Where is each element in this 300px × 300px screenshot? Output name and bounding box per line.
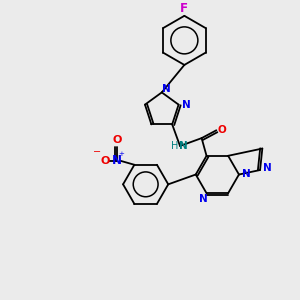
- Text: −: −: [93, 147, 101, 157]
- Text: N: N: [262, 163, 271, 173]
- Text: O: O: [112, 135, 122, 145]
- Text: N: N: [242, 169, 251, 178]
- Text: N: N: [112, 154, 122, 167]
- Text: N: N: [178, 141, 187, 151]
- Text: +: +: [119, 151, 124, 157]
- Text: N: N: [199, 194, 208, 204]
- Text: O: O: [100, 156, 110, 166]
- Text: F: F: [180, 2, 188, 15]
- Text: O: O: [218, 125, 226, 135]
- Text: H: H: [171, 141, 179, 151]
- Text: N: N: [162, 85, 171, 94]
- Text: N: N: [182, 100, 191, 110]
